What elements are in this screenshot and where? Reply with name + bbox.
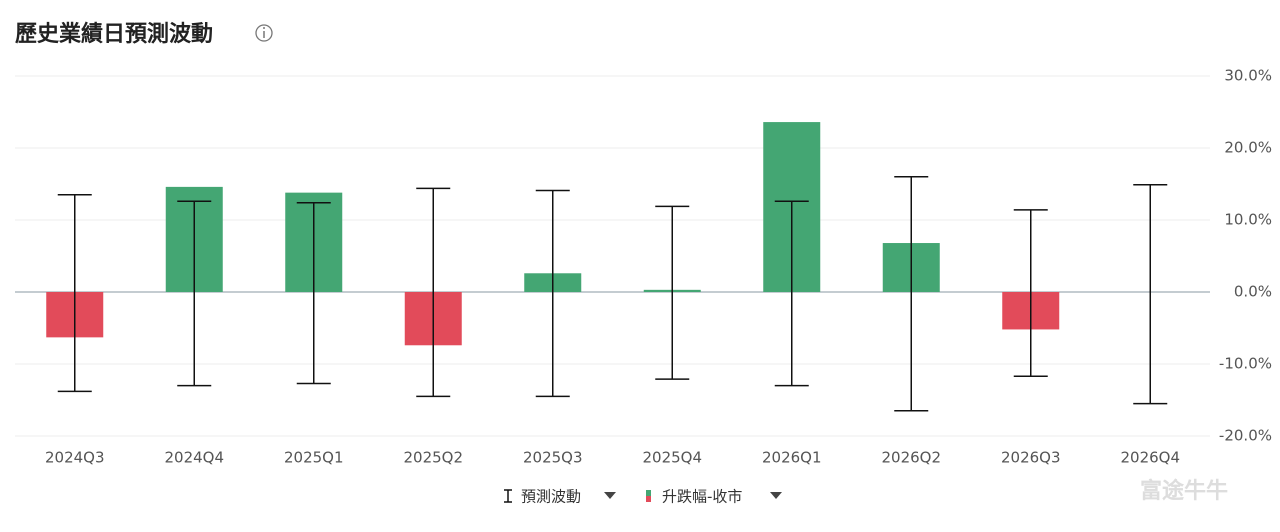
y-tick-label: 30.0% <box>1224 67 1272 85</box>
info-icon[interactable] <box>255 24 273 42</box>
x-tick-label: 2026Q2 <box>881 449 941 467</box>
x-tick-label: 2024Q4 <box>164 449 224 467</box>
y-tick-label: 10.0% <box>1224 211 1272 229</box>
error-bar <box>57 194 92 393</box>
y-tick-label: -20.0% <box>1219 427 1272 445</box>
legend-icon <box>646 490 651 496</box>
legend-item[interactable]: 預測波動 <box>504 488 616 506</box>
error-bar <box>894 176 929 412</box>
x-tick-label: 2026Q1 <box>762 449 822 467</box>
legend-icon <box>646 496 651 502</box>
y-tick-label: 20.0% <box>1224 139 1272 157</box>
x-tick-label: 2025Q4 <box>642 449 702 467</box>
error-bar <box>177 200 212 387</box>
error-bar <box>1013 209 1048 377</box>
error-bar <box>535 189 570 398</box>
legend-item[interactable]: 升跌幅-收市 <box>646 488 782 506</box>
watermark: 富途牛牛 <box>1140 478 1228 504</box>
y-tick-label: -10.0% <box>1219 355 1272 373</box>
x-tick-label: 2026Q3 <box>1001 449 1061 467</box>
legend-label: 升跌幅-收市 <box>662 488 742 506</box>
x-tick-label: 2026Q4 <box>1120 449 1180 467</box>
x-tick-label: 2025Q2 <box>403 449 463 467</box>
y-tick-label: 0.0% <box>1234 283 1272 301</box>
chart-title: 歷史業績日預測波動 <box>15 21 213 47</box>
legend-dropdown <box>770 492 782 499</box>
legend-label: 預測波動 <box>521 488 581 506</box>
x-tick-label: 2025Q3 <box>523 449 583 467</box>
error-bar <box>296 201 331 385</box>
x-tick-label: 2024Q3 <box>45 449 105 467</box>
legend-dropdown <box>604 492 616 499</box>
error-bar <box>655 205 690 380</box>
error-bar <box>1133 183 1168 405</box>
error-bar <box>774 200 809 387</box>
error-bar <box>416 187 451 398</box>
x-tick-label: 2025Q1 <box>284 449 344 467</box>
